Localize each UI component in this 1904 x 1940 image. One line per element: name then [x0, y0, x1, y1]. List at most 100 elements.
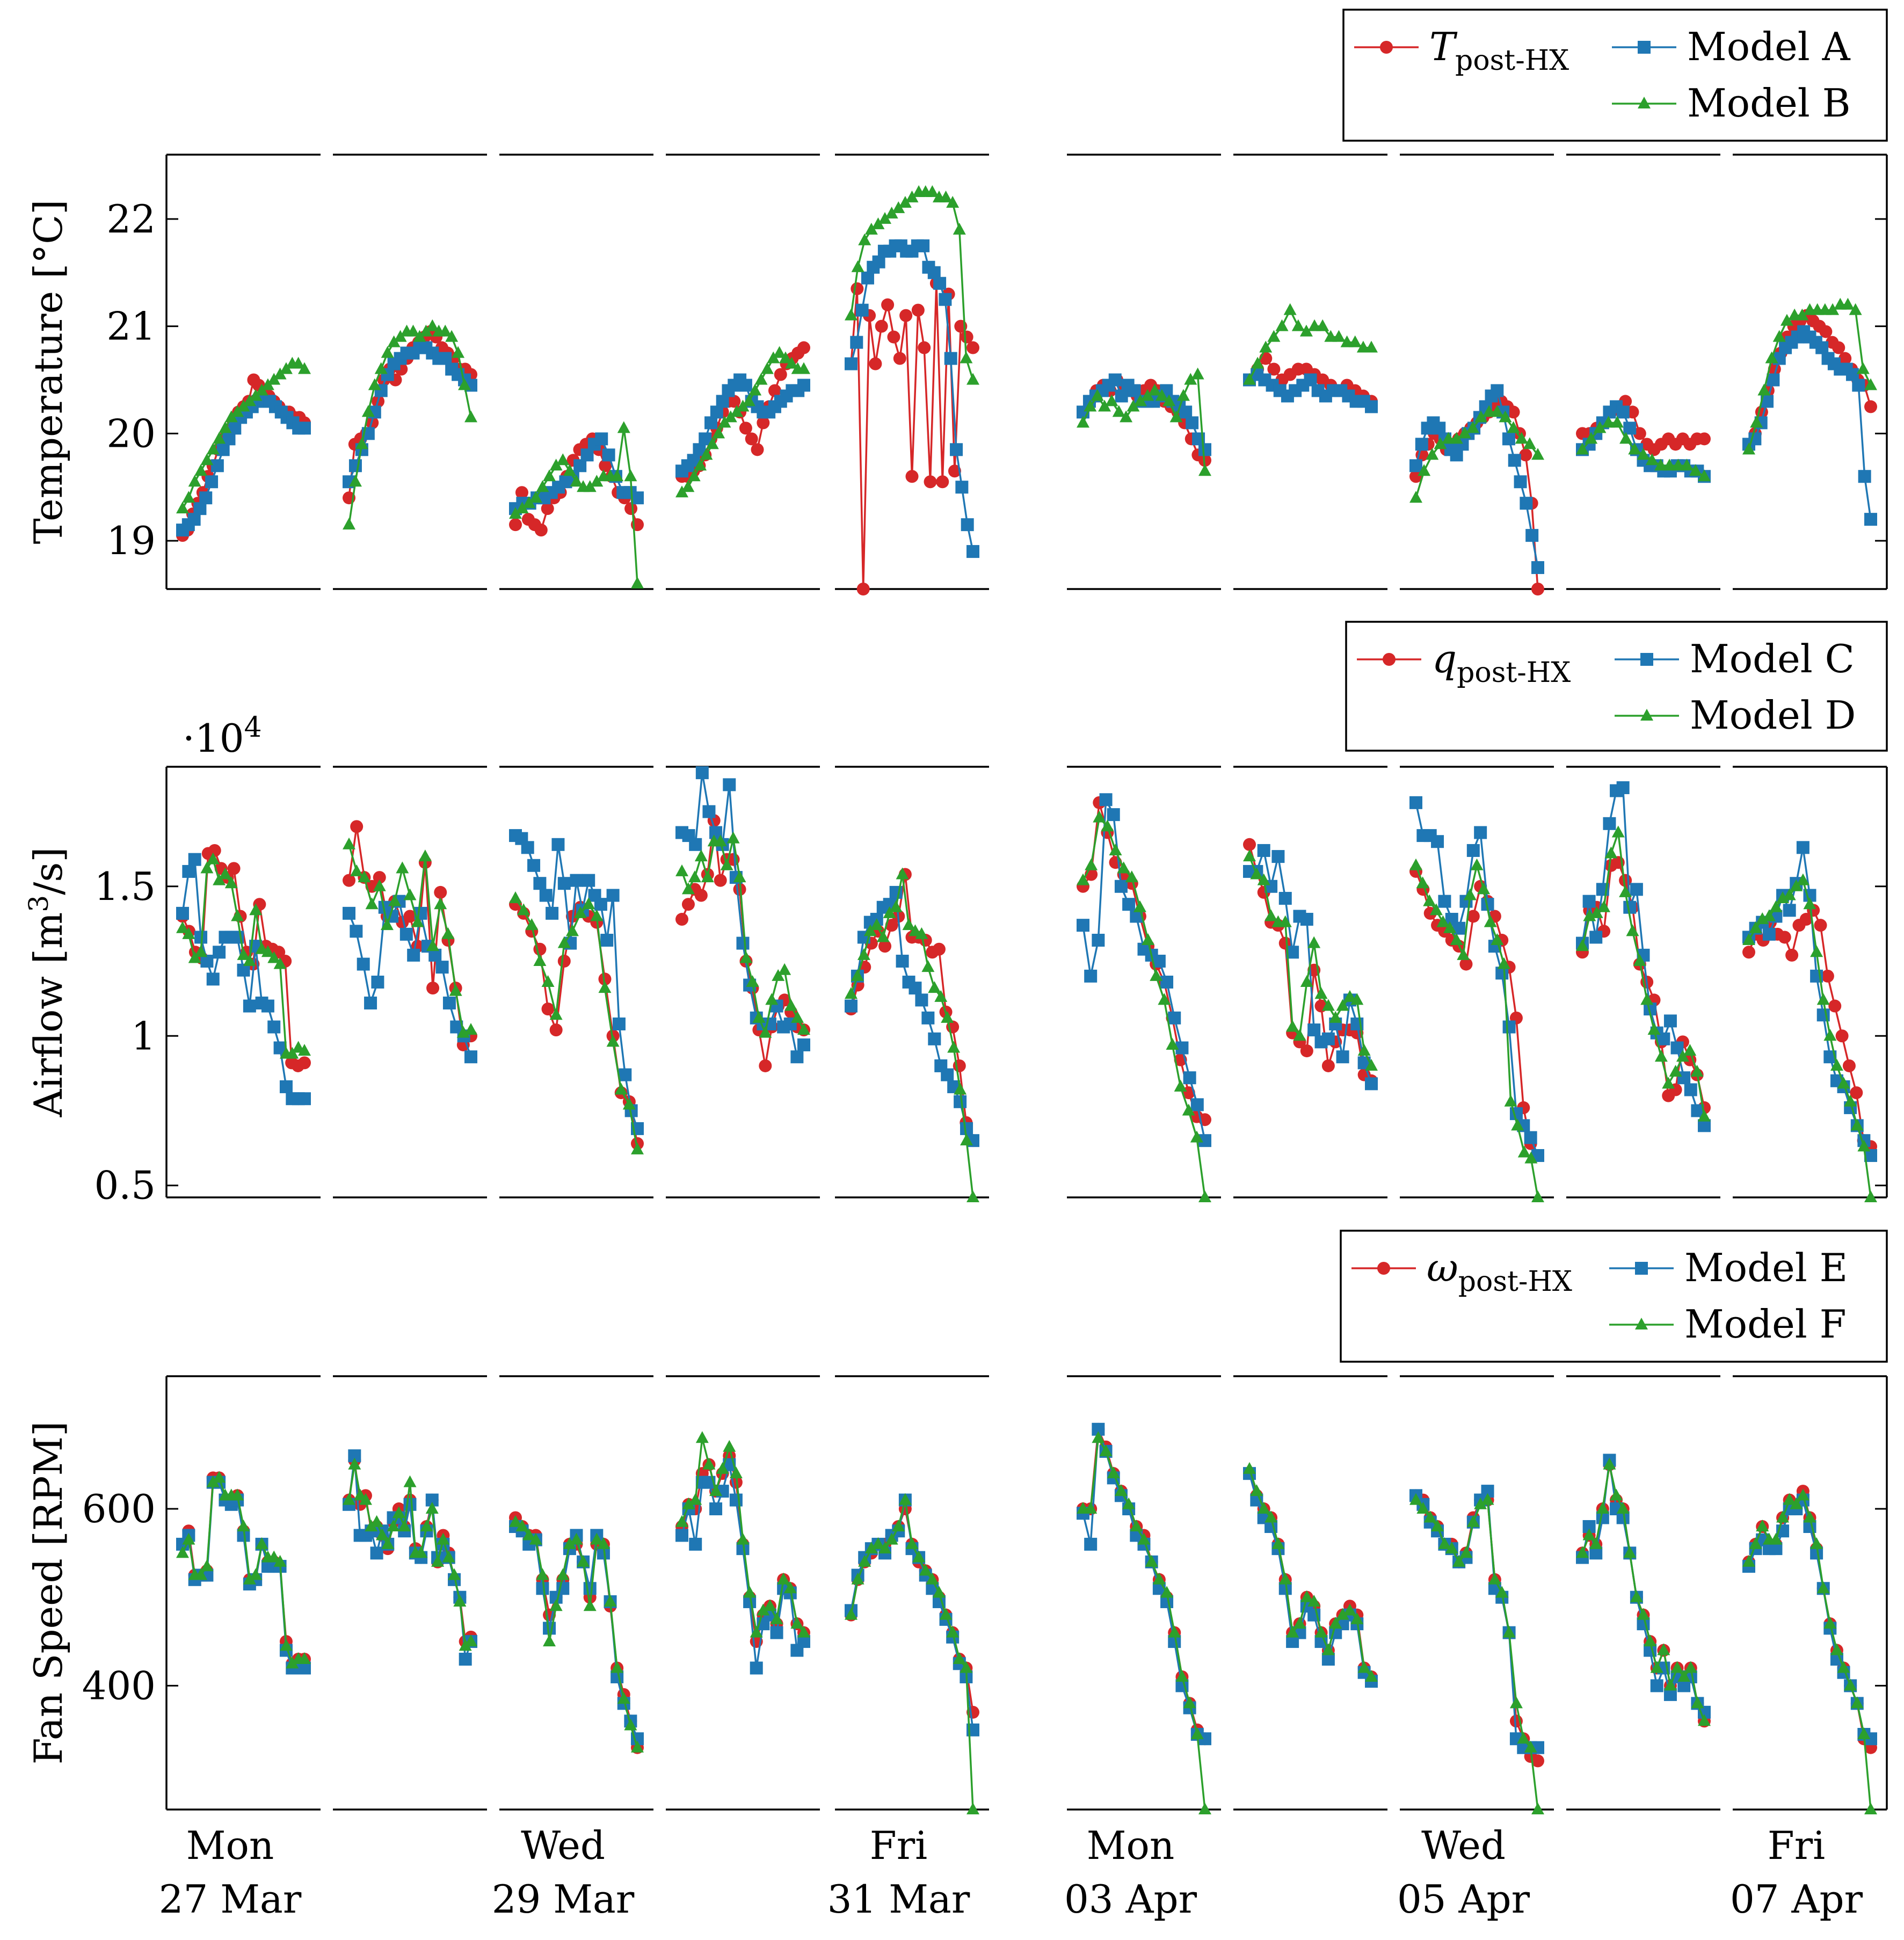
data-point: [1790, 1497, 1803, 1509]
data-point: [182, 864, 195, 878]
data-point: [1307, 1594, 1321, 1607]
data-point: [1776, 1510, 1790, 1523]
data-point: [1517, 1732, 1530, 1744]
series-line-day: [514, 1517, 638, 1748]
data-point: [509, 891, 522, 904]
data-point: [1365, 340, 1378, 353]
data-point: [1835, 1029, 1849, 1043]
data-point: [742, 394, 755, 406]
data-point: [590, 909, 604, 921]
data-point: [887, 330, 900, 344]
data-point: [1524, 1151, 1538, 1164]
data-point: [200, 1559, 214, 1572]
data-point: [917, 239, 930, 252]
series-line-day: [348, 898, 472, 1057]
data-point: [420, 1519, 433, 1531]
data-point: [1314, 987, 1328, 999]
data-point: [1628, 442, 1641, 455]
data-point: [709, 1502, 723, 1516]
data-point: [739, 422, 752, 435]
data-point: [1647, 1023, 1661, 1035]
data-point: [850, 336, 863, 349]
y-tick-label: 19: [106, 518, 156, 563]
data-point: [541, 1002, 555, 1016]
data-point: [889, 900, 903, 912]
data-point: [188, 853, 201, 866]
y-tick-label: 1.5: [94, 864, 156, 909]
data-point: [1429, 903, 1443, 915]
data-point: [237, 1519, 250, 1531]
data-point: [1152, 1572, 1166, 1585]
data-point: [464, 1023, 477, 1035]
data-point: [770, 1612, 783, 1624]
data-point: [541, 975, 555, 987]
data-point: [714, 834, 727, 847]
data-point: [1307, 1023, 1321, 1037]
data-point: [864, 222, 878, 235]
data-point: [583, 480, 597, 492]
data-point: [748, 383, 762, 396]
data-point: [549, 1023, 563, 1037]
data-point: [921, 960, 935, 972]
data-point: [536, 1568, 549, 1580]
data-point: [188, 475, 201, 487]
data-point: [600, 934, 614, 947]
data-point: [1190, 1727, 1204, 1740]
data-point: [1670, 1041, 1684, 1055]
data-point: [790, 1617, 804, 1629]
data-point: [549, 1599, 563, 1611]
data-point: [845, 1608, 857, 1620]
data-point: [267, 1020, 281, 1034]
data-point: [1250, 867, 1263, 880]
data-point: [361, 405, 375, 417]
data-point: [614, 1082, 628, 1095]
data-point: [1257, 844, 1270, 857]
data-point: [188, 951, 201, 963]
data-point: [1602, 416, 1615, 428]
data-point: [1742, 1554, 1755, 1567]
data-point: [219, 421, 232, 433]
data-point: [1585, 432, 1598, 444]
legend: Tpost-HX Model A Model B: [1342, 9, 1888, 142]
data-point: [556, 1568, 570, 1580]
data-point: [1409, 1493, 1422, 1505]
data-point: [243, 954, 256, 967]
data-point: [851, 969, 864, 981]
data-point: [1778, 931, 1791, 944]
data-point: [1321, 1032, 1335, 1045]
data-point: [1481, 1493, 1494, 1505]
data-point: [1114, 1484, 1128, 1496]
data-point: [419, 324, 433, 337]
data-point: [1336, 1608, 1349, 1620]
data-point: [1133, 394, 1147, 406]
data-point: [1783, 904, 1796, 917]
data-point: [448, 1568, 461, 1580]
data-point: [960, 1661, 973, 1673]
data-point: [695, 1431, 709, 1443]
data-point: [1645, 453, 1659, 466]
data-point: [176, 1546, 189, 1558]
data-point: [1286, 1020, 1299, 1032]
data-point: [243, 999, 256, 1013]
data-point: [549, 1008, 563, 1020]
data-point: [1183, 1071, 1196, 1085]
data-point: [878, 212, 892, 224]
data-point: [1603, 817, 1616, 830]
data-point: [1307, 936, 1321, 948]
data-point: [525, 918, 539, 931]
data-point: [845, 308, 857, 321]
data-point: [934, 990, 948, 1002]
data-point: [736, 1532, 750, 1545]
data-point: [1623, 1546, 1637, 1558]
data-point: [1329, 1011, 1342, 1023]
data-point: [1769, 1532, 1783, 1545]
data-point: [194, 464, 208, 476]
data-point: [200, 861, 214, 874]
data-point: [1267, 330, 1281, 342]
data-point: [1271, 850, 1285, 863]
data-point: [926, 1572, 939, 1585]
data-point: [368, 378, 381, 390]
data-point: [1150, 969, 1163, 981]
data-point: [515, 486, 528, 499]
data-point: [267, 951, 281, 963]
